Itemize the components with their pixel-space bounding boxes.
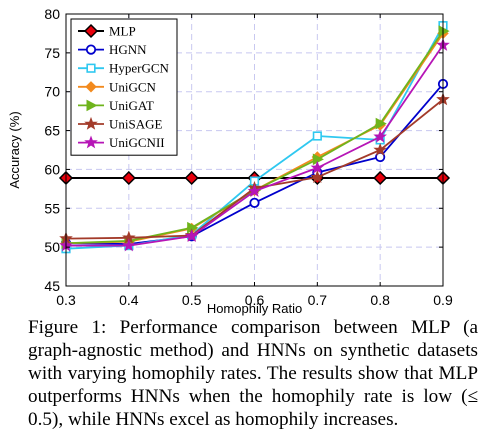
- legend-marker: [85, 81, 97, 93]
- y-tick-label: 65: [44, 123, 60, 139]
- legend-entry: UniSAGE: [78, 117, 163, 132]
- legend-label: HyperGCN: [109, 61, 170, 76]
- legend-label: UniGCN: [109, 79, 157, 94]
- data-point-marker: [312, 153, 324, 166]
- legend-entry: MLP: [78, 24, 136, 39]
- data-point-marker: [121, 170, 136, 186]
- legend-marker: [84, 116, 98, 130]
- x-tick-label: 0.3: [56, 292, 76, 308]
- legend-entry: UniGCN: [78, 79, 157, 94]
- legend-marker: [84, 135, 98, 149]
- legend-label: UniGCNII: [109, 135, 165, 150]
- line-chart: 45 50 55 60 65 70 75 80 0.3 0.4 0.5 0.6 0.7 0.8 0.9 A…: [7, 6, 453, 316]
- legend-label: UniSAGE: [109, 117, 163, 132]
- data-point-marker: [187, 221, 199, 234]
- legend-label: MLP: [109, 24, 136, 39]
- x-axis-ticks: 0.3 0.4 0.5 0.6 0.7 0.8 0.9: [56, 14, 453, 308]
- y-tick-label: 60: [44, 161, 60, 177]
- legend-label: HGNN: [109, 42, 147, 57]
- x-tick-label: 0.8: [370, 292, 390, 308]
- y-tick-label: 50: [44, 239, 60, 255]
- y-axis-ticks: 45 50 55 60 65 70 75 80: [44, 6, 443, 294]
- y-axis-label: Accuracy (%): [7, 111, 22, 188]
- figure-caption: Figure 1: Performance comparison between…: [28, 317, 478, 430]
- data-point-marker: [122, 238, 136, 252]
- legend-marker: [86, 99, 98, 112]
- x-tick-label: 0.4: [119, 292, 139, 308]
- data-point-marker: [373, 129, 387, 143]
- x-tick-label: 0.9: [433, 292, 453, 308]
- data-point-marker: [373, 170, 388, 186]
- x-tick-label: 0.6: [245, 292, 265, 308]
- legend-entry: HGNN: [78, 42, 147, 57]
- data-point-marker: [184, 229, 199, 243]
- legend: MLP HGNN HyperGCN UniGCN UniGAT UniSAGE UniGCN…: [70, 18, 178, 156]
- data-point-marker: [247, 184, 262, 197]
- y-tick-label: 80: [44, 6, 60, 22]
- legend-marker: [86, 63, 96, 73]
- x-axis-label: Homophily Ratio: [207, 301, 302, 316]
- legend-label: UniGAT: [109, 98, 154, 113]
- legend-marker: [85, 44, 97, 55]
- legend-entry: HyperGCN: [78, 61, 170, 76]
- data-point-marker: [310, 160, 325, 174]
- data-point-marker: [438, 25, 450, 37]
- data-point-marker: [373, 142, 387, 156]
- data-point-marker: [375, 117, 387, 130]
- x-tick-label: 0.5: [182, 292, 202, 308]
- data-point-marker: [310, 170, 325, 183]
- y-tick-label: 55: [44, 200, 60, 216]
- y-tick-label: 75: [44, 45, 60, 61]
- data-point-marker: [249, 197, 260, 208]
- legend-marker: [83, 23, 99, 39]
- data-point-marker: [312, 131, 322, 141]
- x-tick-label: 0.7: [308, 292, 328, 308]
- y-tick-label: 70: [44, 84, 60, 100]
- y-tick-label: 45: [44, 278, 60, 294]
- data-point-marker: [184, 170, 199, 186]
- legend-entry: UniGAT: [78, 98, 154, 113]
- legend-entry: UniGCNII: [78, 135, 165, 150]
